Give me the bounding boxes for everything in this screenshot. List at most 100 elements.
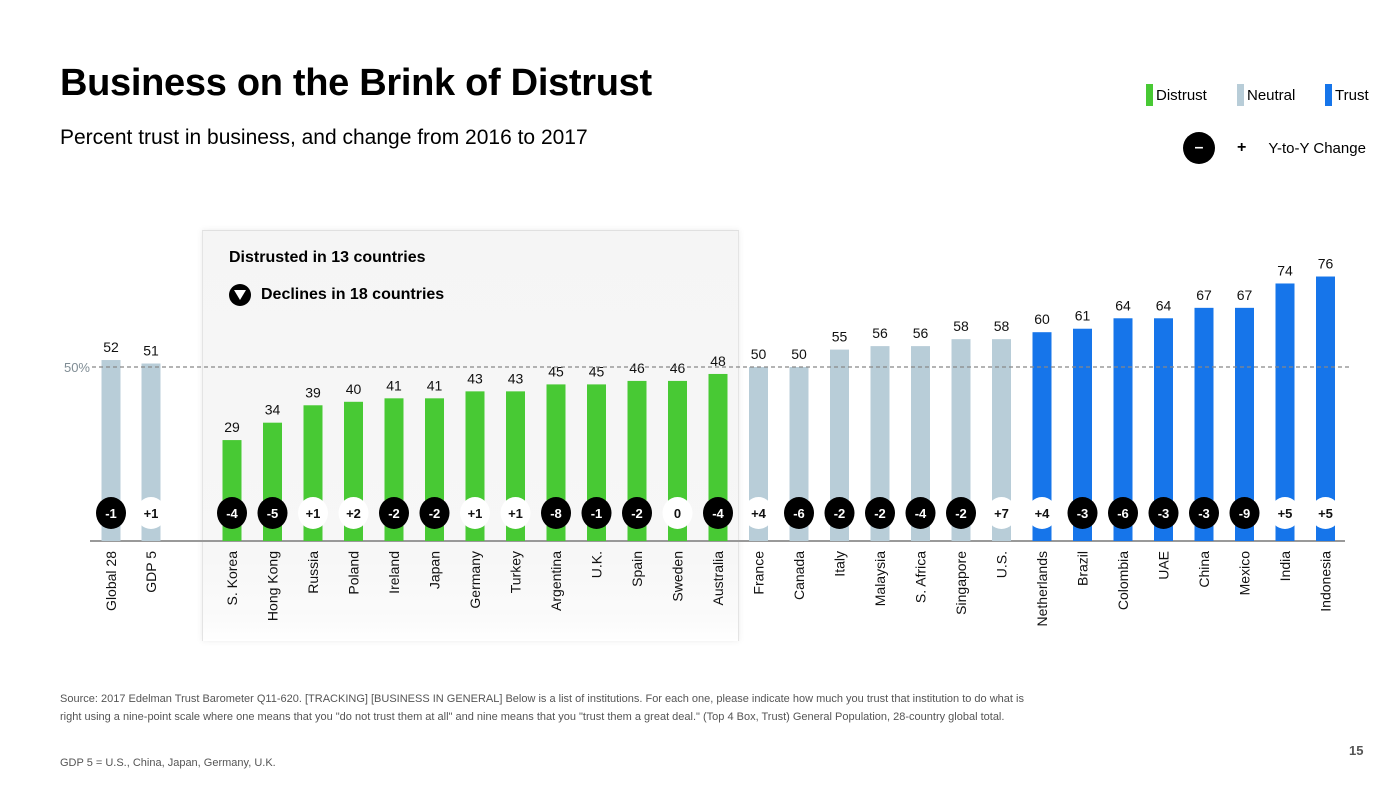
category-label: Turkey <box>508 551 524 593</box>
category-label: Ireland <box>386 551 402 594</box>
change-bubble-positive <box>1310 497 1341 529</box>
change-label: +7 <box>994 506 1009 521</box>
bar-canada <box>789 367 809 541</box>
change-label: -2 <box>874 506 886 521</box>
change-label: +1 <box>306 506 321 521</box>
change-bubble-negative <box>257 497 288 529</box>
bar-mexico <box>1235 307 1254 541</box>
category-label: Sweden <box>670 551 686 602</box>
value-label: 58 <box>994 318 1010 334</box>
change-label: 0 <box>674 506 681 521</box>
bar-gdp-5 <box>141 363 161 541</box>
value-label: 55 <box>832 329 848 345</box>
negative-change-icon: – <box>1183 132 1215 164</box>
slide-title: Business on the Brink of Distrust <box>60 62 652 104</box>
value-label: 51 <box>143 343 159 359</box>
change-label: -9 <box>1239 506 1251 521</box>
change-bubble-negative <box>1229 497 1260 529</box>
legend-label: Distrust <box>1156 86 1207 104</box>
value-label: 52 <box>103 339 119 355</box>
change-label: +1 <box>144 506 159 521</box>
change-bubble-negative <box>703 497 733 529</box>
change-bubble-negative <box>1148 497 1179 529</box>
down-triangle-icon <box>229 284 251 306</box>
value-label: 41 <box>386 377 402 393</box>
change-label: -1 <box>105 506 117 521</box>
change-bubble-positive <box>743 497 774 529</box>
change-bubble-negative <box>865 497 895 529</box>
category-label: Argentina <box>548 551 564 611</box>
change-label: -5 <box>267 506 279 521</box>
change-bubble-negative <box>1189 497 1219 529</box>
change-bubble-positive <box>662 497 693 529</box>
value-label: 56 <box>913 325 929 341</box>
change-bubble-negative <box>96 497 126 529</box>
category-label: China <box>1196 551 1212 588</box>
category-label: U.S. <box>994 551 1010 578</box>
category-label: Malaysia <box>872 551 888 606</box>
change-label: -2 <box>388 506 400 521</box>
source-note: Source: 2017 Edelman Trust Barometer Q11… <box>60 693 1024 723</box>
change-label: -3 <box>1158 506 1170 521</box>
value-label: 60 <box>1034 311 1050 327</box>
category-label: Global 28 <box>103 551 119 611</box>
value-label: 58 <box>953 318 969 334</box>
legend-item-neutral: Neutral <box>1237 84 1295 106</box>
bar-colombia <box>1113 318 1133 541</box>
value-label: 74 <box>1277 262 1293 278</box>
change-label: -4 <box>712 506 724 521</box>
value-label: 50 <box>791 346 807 362</box>
value-label: 64 <box>1115 297 1131 313</box>
legend-label: Trust <box>1335 86 1369 104</box>
change-label: +4 <box>751 506 767 521</box>
category-label: Colombia <box>1115 551 1131 610</box>
value-label: 61 <box>1075 308 1091 324</box>
bar-indonesia <box>1316 276 1335 541</box>
bar-u-s- <box>992 339 1011 541</box>
change-label: -3 <box>1077 506 1089 521</box>
category-label: S. Korea <box>224 551 240 606</box>
change-label: +1 <box>468 506 483 521</box>
reference-line-label: 50% <box>64 360 90 375</box>
bar-netherlands <box>1032 332 1052 541</box>
change-label: -2 <box>955 506 967 521</box>
value-label: 56 <box>872 325 888 341</box>
bar-india <box>1275 283 1295 541</box>
change-bubble-negative <box>622 497 652 529</box>
category-label: France <box>751 551 767 595</box>
callout-declines: Declines in 18 countries <box>229 284 444 306</box>
change-label: -8 <box>550 506 562 521</box>
change-legend: – + Y-to-Y Change <box>1183 132 1366 164</box>
legend-label: Neutral <box>1247 86 1296 104</box>
change-bubble-positive <box>460 497 490 529</box>
change-label: +1 <box>508 506 523 521</box>
trust-swatch <box>1325 84 1332 106</box>
change-bubble-positive <box>1027 497 1057 529</box>
callout-distrusted: Distrusted in 13 countries <box>229 249 426 266</box>
change-bubble-positive <box>298 497 328 529</box>
bar-malaysia <box>870 346 890 541</box>
change-label: -6 <box>1117 506 1129 521</box>
category-label: Hong Kong <box>265 551 281 621</box>
change-label: +5 <box>1278 506 1293 521</box>
change-bubble-positive <box>136 497 166 529</box>
value-label: 45 <box>589 363 605 379</box>
category-label: Russia <box>305 551 321 594</box>
value-label: 67 <box>1237 287 1253 303</box>
change-bubble-positive <box>986 497 1017 529</box>
value-label: 46 <box>670 360 686 376</box>
callout-declines-label: Declines in 18 countries <box>261 286 445 303</box>
category-label: S. Africa <box>913 551 929 603</box>
change-label: +4 <box>1035 506 1051 521</box>
change-legend-label: Y-to-Y Change <box>1268 139 1366 157</box>
gdp5-note: GDP 5 = U.S., China, Japan, Germany, U.K… <box>60 757 276 769</box>
value-label: 46 <box>629 360 645 376</box>
change-bubble-negative <box>1108 497 1138 529</box>
value-label: 29 <box>224 419 240 435</box>
category-label: India <box>1277 551 1293 582</box>
value-label: 43 <box>467 370 483 386</box>
category-label: Japan <box>427 551 443 589</box>
change-label: -3 <box>1198 506 1210 521</box>
category-label: Brazil <box>1075 551 1091 586</box>
change-bubble-positive <box>500 497 531 529</box>
